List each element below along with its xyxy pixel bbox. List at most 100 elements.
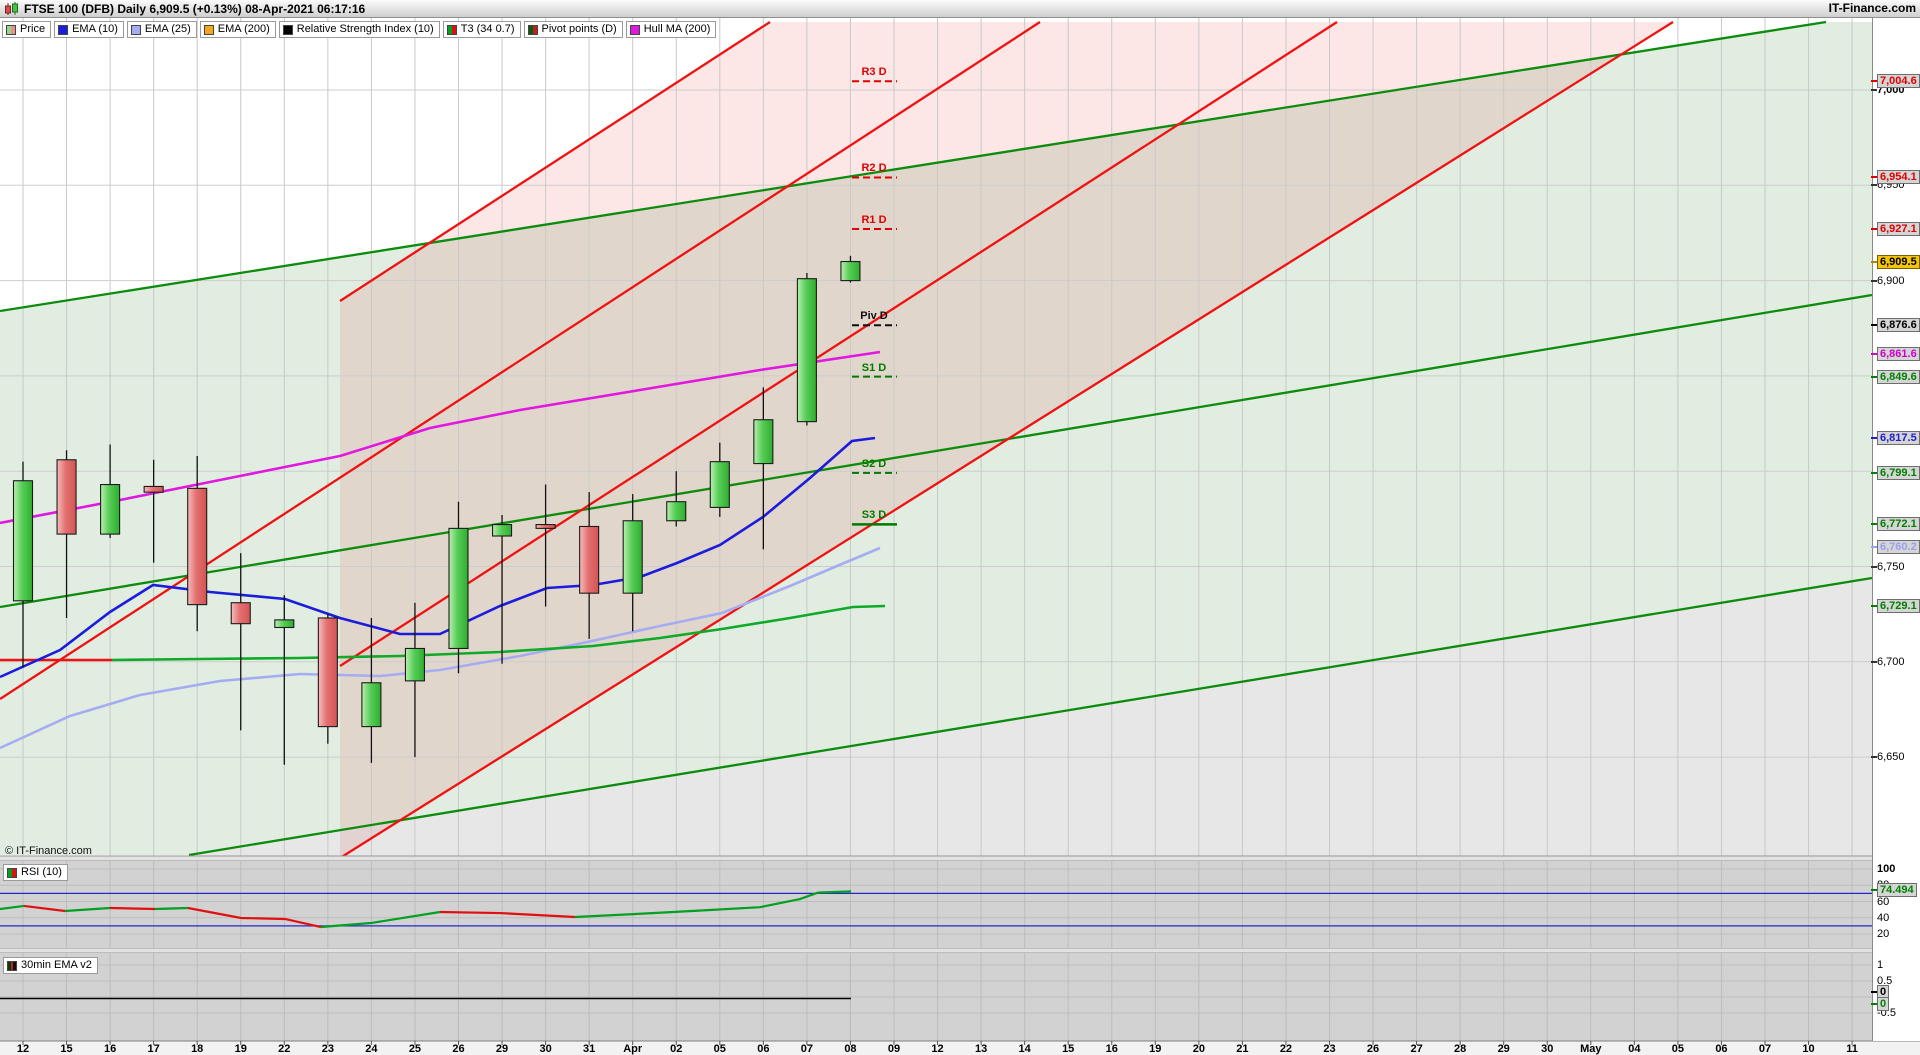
axis-tick-mark (1871, 89, 1877, 91)
price-tick-6650: 6,650 (1877, 751, 1905, 764)
legend-item-pivot-points-d[interactable]: Pivot points (D) (523, 21, 623, 38)
rsi-swatch-icon (7, 867, 17, 878)
date-label-20-27: 20 (1192, 1043, 1205, 1055)
axis-tick-mark (1871, 375, 1877, 378)
axis-tick-mark (1871, 261, 1877, 264)
legend-item-price[interactable]: Price (2, 21, 52, 38)
price-value-label-68175: 6,817.5 (1877, 430, 1920, 445)
title-bar: FTSE 100 (DFB) Daily 6,909.5 (+0.13%) 08… (0, 0, 1920, 18)
ema-legend-label: 30min EMA v2 (21, 959, 92, 971)
rsi-legend[interactable]: RSI (10) (3, 864, 68, 881)
price-value-label-69541: 6,954.1 (1877, 170, 1920, 185)
rsi-tick-20: 20 (1877, 928, 1890, 940)
date-label-31-13: 31 (583, 1043, 596, 1055)
price-value-label-67602: 6,760.2 (1877, 540, 1920, 555)
date-label-10-41: 10 (1802, 1043, 1815, 1055)
date-label-06-39: 06 (1715, 1043, 1728, 1055)
candle-bearish (535, 524, 556, 529)
rsi-line (320, 910, 441, 929)
rsi-value-label: 74.494 (1877, 882, 1917, 897)
legend-item-relative-strength-index-10[interactable]: Relative Strength Index (10) (278, 21, 440, 38)
pivot-label-s3: S3 D (861, 509, 887, 522)
green-channel-line (188, 576, 1873, 857)
axis-tick-mark (1871, 605, 1877, 608)
date-label-15-24: 15 (1062, 1043, 1075, 1055)
ema25-line (0, 546, 881, 750)
date-label-12-0: 12 (16, 1043, 30, 1055)
candle-bullish (666, 501, 687, 522)
legend-item-hull-ma-200[interactable]: Hull MA (200) (625, 21, 717, 38)
axis-tick-mark (1871, 888, 1877, 891)
legend-item-label: Relative Strength Index (10) (296, 23, 434, 35)
date-label-22-29: 22 (1279, 1043, 1293, 1055)
date-label-14-23: 14 (1018, 1043, 1031, 1055)
date-label-07-40: 07 (1758, 1043, 1772, 1055)
legend-item-label: Pivot points (D) (541, 23, 617, 35)
ema-panel-legend[interactable]: 30min EMA v2 (3, 957, 98, 974)
date-label-26-10: 26 (452, 1043, 465, 1055)
axis-tick-mark (1871, 546, 1877, 549)
rsi-line (64, 906, 111, 913)
price-value-label-68616: 6,861.6 (1877, 346, 1920, 361)
legend-item-ema-25[interactable]: EMA (25) (126, 21, 197, 38)
green-channel-line (0, 20, 1827, 313)
legend-item-t3-34-0-7[interactable]: T3 (34 0.7) (442, 21, 521, 38)
candle-bullish (274, 619, 295, 629)
candle-bearish (579, 525, 600, 594)
ema-tick-1: 1 (1877, 959, 1884, 971)
date-label-15-1: 15 (60, 1043, 73, 1055)
rsi-tick-100: 100 (1877, 863, 1896, 875)
date-label-04-37: 04 (1628, 1043, 1641, 1055)
date-label-24-8: 24 (365, 1043, 378, 1055)
legend-swatch-icon (527, 24, 538, 35)
rsi-tick-60: 60 (1877, 895, 1890, 908)
date-label-apr-14: Apr (623, 1043, 643, 1055)
rsi-line (439, 910, 576, 919)
date-label-07-18: 07 (800, 1043, 814, 1055)
price-tick-6750: 6,750 (1877, 560, 1905, 573)
axis-tick-mark (1871, 471, 1877, 474)
legend-item-ema-200[interactable]: EMA (200) (199, 21, 276, 38)
date-label-13-22: 13 (974, 1043, 988, 1055)
date-label-21-28: 21 (1236, 1043, 1249, 1055)
date-label-30-35: 30 (1541, 1043, 1554, 1055)
axis-tick-mark (1871, 176, 1877, 179)
red-channel-line (339, 21, 771, 302)
rsi-line (0, 904, 25, 911)
candle-bullish (100, 483, 121, 535)
price-value-label-68496: 6,849.6 (1877, 369, 1920, 384)
watermark: © IT-Finance.com (5, 845, 92, 857)
date-label-18-4: 18 (191, 1043, 204, 1055)
date-label-16-2: 16 (103, 1043, 117, 1055)
date-label-30-12: 30 (539, 1043, 552, 1055)
indicator-legend-row: Price EMA (10) EMA (25) EMA (200) Relative S… (2, 21, 717, 38)
date-label-06-17: 06 (757, 1043, 770, 1055)
candle-bearish (143, 485, 164, 493)
date-label-05-16: 05 (713, 1043, 726, 1055)
axis-tick-mark (1871, 756, 1877, 759)
date-label-19-5: 19 (234, 1043, 247, 1055)
axis-tick-mark (1871, 660, 1877, 663)
legend-item-ema-10[interactable]: EMA (10) (54, 21, 124, 38)
axis-tick-mark (1871, 352, 1877, 355)
price-value-label-68766: 6,876.6 (1877, 318, 1920, 333)
chart-title: FTSE 100 (DFB) Daily 6,909.5 (+0.13%) 08… (24, 1, 366, 16)
candle-bullish (622, 520, 643, 594)
price-tick-6900: 6,900 (1877, 274, 1905, 287)
date-label-25-9: 25 (408, 1043, 422, 1055)
legend-swatch-icon (130, 24, 141, 35)
rsi-line (574, 890, 852, 919)
price-tick-6700: 6,700 (1877, 655, 1905, 668)
axis-tick-mark (1871, 565, 1877, 568)
rsi-tick-40: 40 (1877, 911, 1890, 924)
legend-swatch-icon (629, 24, 640, 35)
pivot-label-s2: S2 D (861, 457, 887, 470)
red-channel-line (339, 21, 1338, 667)
candle-bullish (491, 524, 513, 537)
date-label-27-32: 27 (1410, 1043, 1423, 1055)
date-label-09-20: 09 (887, 1043, 901, 1055)
date-label-17-3: 17 (147, 1043, 160, 1055)
legend-swatch-icon (58, 24, 69, 35)
date-label-02-15: 02 (670, 1043, 683, 1055)
